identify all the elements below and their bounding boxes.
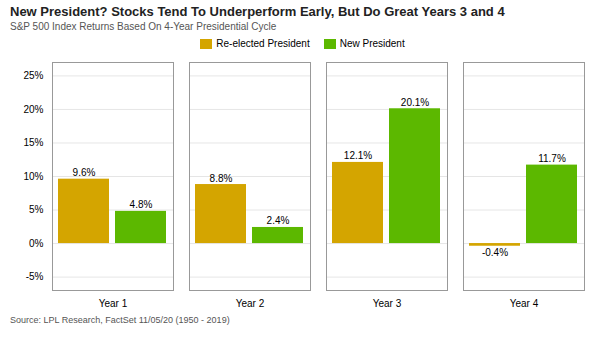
- svg-text:0%: 0%: [29, 238, 44, 249]
- svg-text:20%: 20%: [23, 104, 43, 115]
- svg-text:-0.4%: -0.4%: [482, 247, 508, 258]
- html-text:Re-elected President: Re-elected President: [216, 38, 310, 49]
- svg-text:20.1%: 20.1%: [401, 97, 429, 108]
- svg-text:25%: 25%: [23, 70, 43, 81]
- svg-text:8.8%: 8.8%: [210, 173, 233, 184]
- svg-text:5%: 5%: [29, 204, 44, 215]
- svg-text:15%: 15%: [23, 137, 43, 148]
- svg-text:Year 3: Year 3: [373, 298, 402, 309]
- svg-text:4.8%: 4.8%: [130, 199, 153, 210]
- svg-text:11.7%: 11.7%: [538, 153, 566, 164]
- svg-text:-5%: -5%: [26, 271, 44, 282]
- svg-text:Year 1: Year 1: [99, 298, 128, 309]
- html-text:New President: New President: [339, 38, 405, 49]
- svg-text:9.6%: 9.6%: [73, 167, 96, 178]
- html-text:S&P 500 Index Returns Based On: S&P 500 Index Returns Based On 4-Year Pr…: [10, 21, 277, 32]
- svg-text:10%: 10%: [23, 171, 43, 182]
- svg-text:Year 4: Year 4: [510, 298, 539, 309]
- svg-text:2.4%: 2.4%: [267, 215, 290, 226]
- html-text:New President? Stocks Tend To: New President? Stocks Tend To Underperfo…: [10, 4, 505, 19]
- svg-text:12.1%: 12.1%: [344, 150, 372, 161]
- html-text:Source: LPL Research, FactSet: Source: LPL Research, FactSet 11/05/20 (…: [10, 315, 230, 325]
- svg-text:Year 2: Year 2: [236, 298, 265, 309]
